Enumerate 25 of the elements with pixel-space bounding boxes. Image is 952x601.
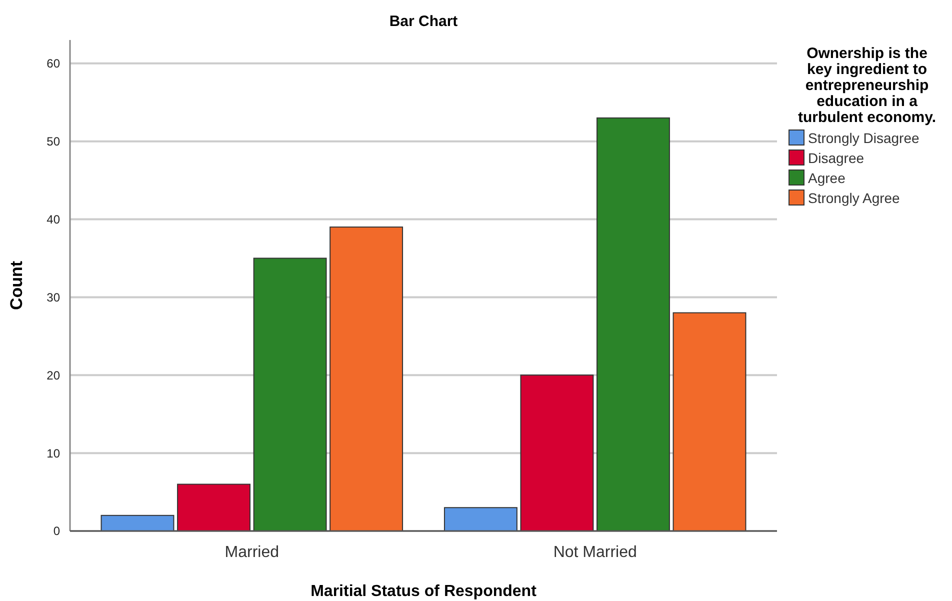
bar [444,507,518,532]
y-tick-label: 50 [46,134,60,149]
y-tick-label: 10 [46,446,60,460]
y-tick-label: 60 [46,56,60,71]
x-tick-label: Married [224,544,280,561]
x-axis-title: Maritial Status of Respondent [310,583,538,600]
legend-label: Strongly Disagree [808,130,920,146]
y-tick-label: 20 [46,368,60,382]
x-tick-label: Not Married [553,544,637,561]
legend-label: Disagree [808,150,864,166]
bar [330,226,404,532]
legend-label: Strongly Agree [808,190,900,206]
bar [253,258,327,532]
y-axis-title: Count [7,260,26,310]
y-tick-label: 0 [53,524,60,538]
bar [177,484,250,532]
bar [596,117,670,532]
bar [100,514,174,532]
legend-label: Agree [808,170,846,186]
y-tick-label: 40 [46,212,60,226]
chart-title: Bar Chart [389,13,458,30]
legend-title: Ownership is the key ingredient to entrepreneurship education in a turbulent economy. [798,45,936,126]
bar [672,312,746,532]
y-tick-label: 30 [46,290,60,304]
bar [520,374,594,532]
